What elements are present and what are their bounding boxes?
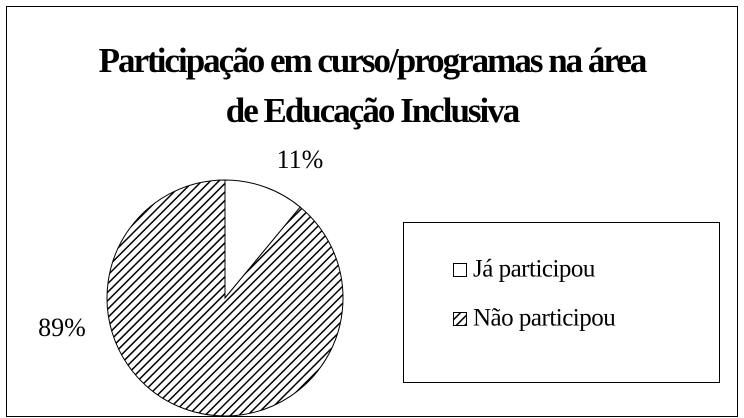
- data-label: 89%: [38, 313, 86, 342]
- legend-swatch: [453, 312, 467, 326]
- legend-label: Não participou: [473, 305, 616, 332]
- legend-swatch: [453, 263, 467, 277]
- chart-title: Participação em curso/programas na área …: [98, 41, 648, 130]
- chart-frame: [6, 6, 738, 417]
- legend-label: Já participou: [473, 256, 596, 283]
- data-label: 11%: [277, 145, 324, 174]
- pie-slice: [106, 179, 344, 417]
- legend-box: [403, 222, 720, 383]
- pie-slice: [224, 179, 301, 300]
